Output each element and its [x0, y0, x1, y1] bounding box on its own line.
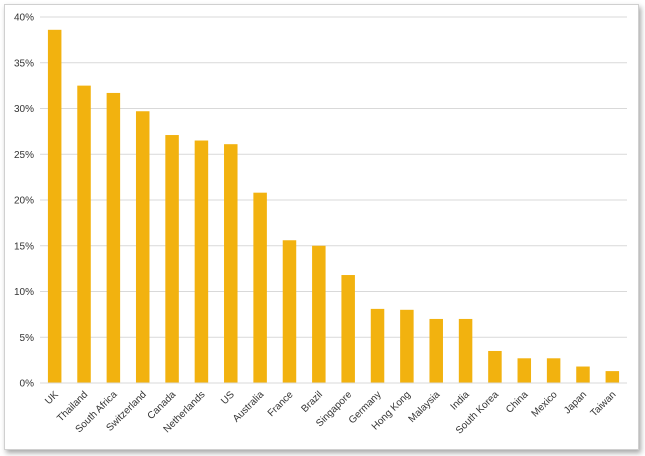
x-tick-label: Brazil	[299, 389, 324, 414]
bar	[370, 308, 385, 383]
bar	[194, 140, 209, 383]
bar	[341, 275, 355, 383]
bar	[165, 135, 179, 383]
bar	[253, 192, 267, 383]
bar	[47, 29, 62, 384]
bar	[488, 350, 502, 383]
y-tick-label: 5%	[20, 333, 35, 344]
x-tick-label: Malaysia	[407, 389, 443, 425]
y-tick-label: 0%	[20, 379, 35, 390]
bar	[605, 371, 620, 383]
bar	[77, 85, 91, 383]
y-tick-label: 30%	[14, 104, 34, 115]
x-tick-label: Taiwan	[589, 389, 619, 419]
x-tick-label: Japan	[562, 389, 589, 416]
x-tick-label: UK	[43, 389, 61, 407]
x-tick-label: Australia	[231, 389, 267, 425]
x-tick-label: Mexico	[530, 389, 560, 419]
y-tick-label: 25%	[14, 150, 34, 161]
gridlines	[40, 16, 627, 338]
y-tick-label: 40%	[14, 13, 34, 24]
bar	[135, 111, 150, 384]
bar	[312, 245, 326, 383]
bar	[429, 318, 443, 383]
bar	[106, 92, 121, 383]
x-tick-label: China	[504, 389, 531, 416]
x-tick-label: India	[449, 389, 472, 412]
y-tick-label: 35%	[14, 58, 34, 69]
y-axis-ticks: 0% 5% 10% 15% 20% 25% 30% 35% 40%	[14, 13, 34, 390]
bars	[47, 29, 620, 384]
bar	[224, 144, 238, 383]
bar	[576, 366, 590, 383]
bar	[282, 240, 297, 383]
x-tick-label: France	[266, 389, 296, 419]
y-tick-label: 20%	[14, 196, 34, 207]
bar	[400, 309, 414, 383]
x-tick-label: US	[219, 389, 237, 407]
bar	[458, 318, 473, 383]
y-tick-label: 10%	[14, 287, 34, 298]
bar	[517, 358, 532, 383]
bar	[546, 358, 561, 383]
y-tick-label: 15%	[14, 241, 34, 252]
